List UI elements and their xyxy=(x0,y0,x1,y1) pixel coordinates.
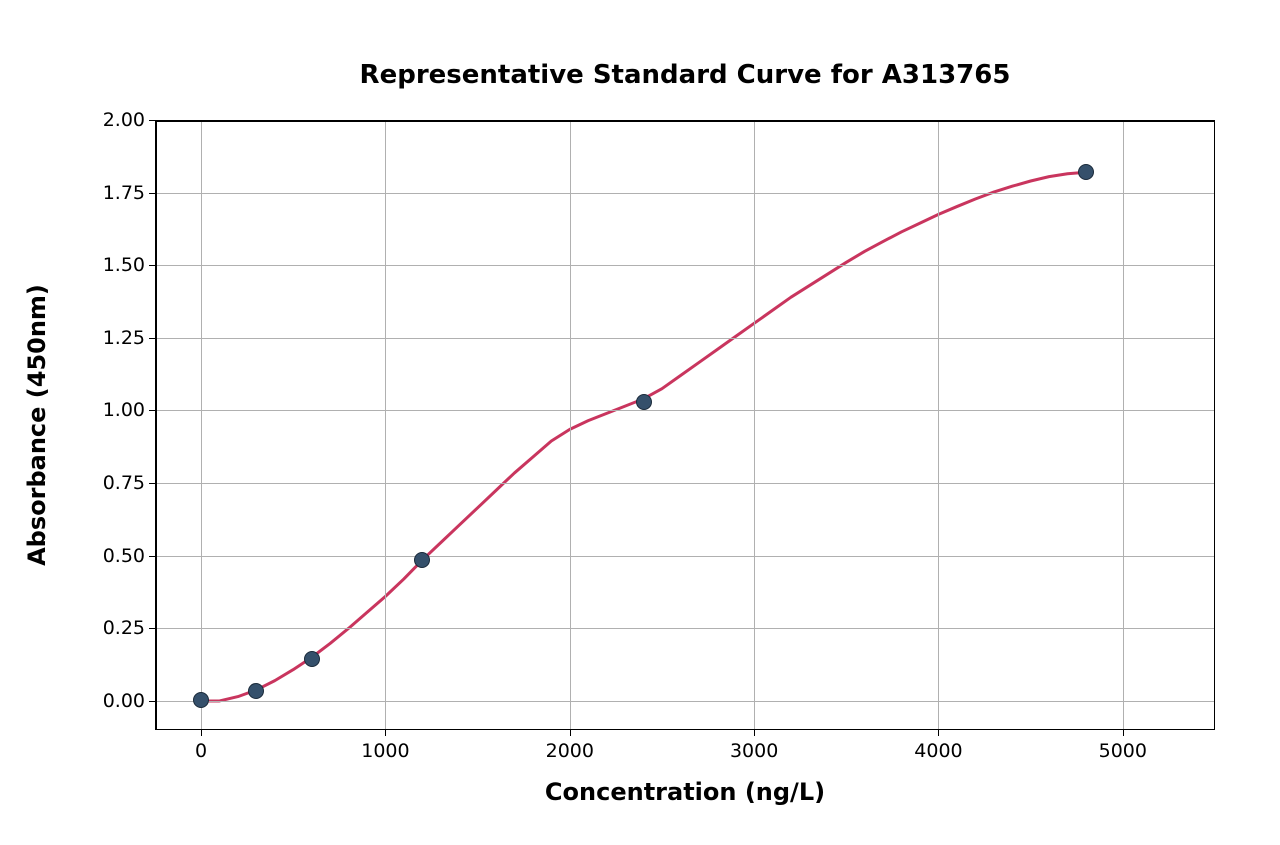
x-axis-title: Concentration (ng/L) xyxy=(545,778,825,806)
x-tick-label: 3000 xyxy=(730,740,778,762)
axis-spine xyxy=(155,729,1215,731)
grid-vertical xyxy=(201,120,202,730)
data-point xyxy=(193,692,209,708)
x-tick xyxy=(938,730,939,736)
x-tick xyxy=(570,730,571,736)
grid-horizontal xyxy=(155,338,1215,339)
grid-horizontal xyxy=(155,701,1215,702)
axis-spine xyxy=(155,120,1215,122)
axis-spine xyxy=(155,120,157,730)
grid-horizontal xyxy=(155,628,1215,629)
grid-horizontal xyxy=(155,556,1215,557)
standard-curve-chart: Representative Standard Curve for A31376… xyxy=(0,0,1280,845)
grid-vertical xyxy=(385,120,386,730)
chart-title: Representative Standard Curve for A31376… xyxy=(360,60,1011,90)
grid-horizontal xyxy=(155,265,1215,266)
x-tick-label: 5000 xyxy=(1099,740,1147,762)
grid-vertical xyxy=(938,120,939,730)
y-axis-title: Absorbance (450nm) xyxy=(23,284,51,566)
x-tick xyxy=(201,730,202,736)
data-point xyxy=(414,552,430,568)
x-tick xyxy=(1123,730,1124,736)
data-point xyxy=(304,651,320,667)
data-point xyxy=(248,683,264,699)
grid-vertical xyxy=(754,120,755,730)
x-tick-label: 0 xyxy=(195,740,207,762)
y-tick-label: 1.50 xyxy=(95,254,145,276)
y-tick-label: 1.75 xyxy=(95,182,145,204)
x-tick-label: 1000 xyxy=(361,740,409,762)
x-tick xyxy=(385,730,386,736)
grid-vertical xyxy=(1123,120,1124,730)
grid-horizontal xyxy=(155,193,1215,194)
plot-area xyxy=(155,120,1215,730)
y-tick-label: 0.25 xyxy=(95,617,145,639)
x-tick-label: 4000 xyxy=(914,740,962,762)
y-tick-label: 2.00 xyxy=(95,109,145,131)
y-tick-label: 0.00 xyxy=(95,690,145,712)
y-tick-label: 1.00 xyxy=(95,399,145,421)
y-tick-label: 1.25 xyxy=(95,327,145,349)
x-tick xyxy=(754,730,755,736)
grid-horizontal xyxy=(155,410,1215,411)
y-tick-label: 0.50 xyxy=(95,545,145,567)
x-tick-label: 2000 xyxy=(546,740,594,762)
data-point xyxy=(636,394,652,410)
data-point xyxy=(1078,164,1094,180)
y-tick-label: 0.75 xyxy=(95,472,145,494)
fitted-curve xyxy=(155,120,1215,730)
grid-vertical xyxy=(570,120,571,730)
axis-spine xyxy=(1214,120,1216,730)
grid-horizontal xyxy=(155,483,1215,484)
